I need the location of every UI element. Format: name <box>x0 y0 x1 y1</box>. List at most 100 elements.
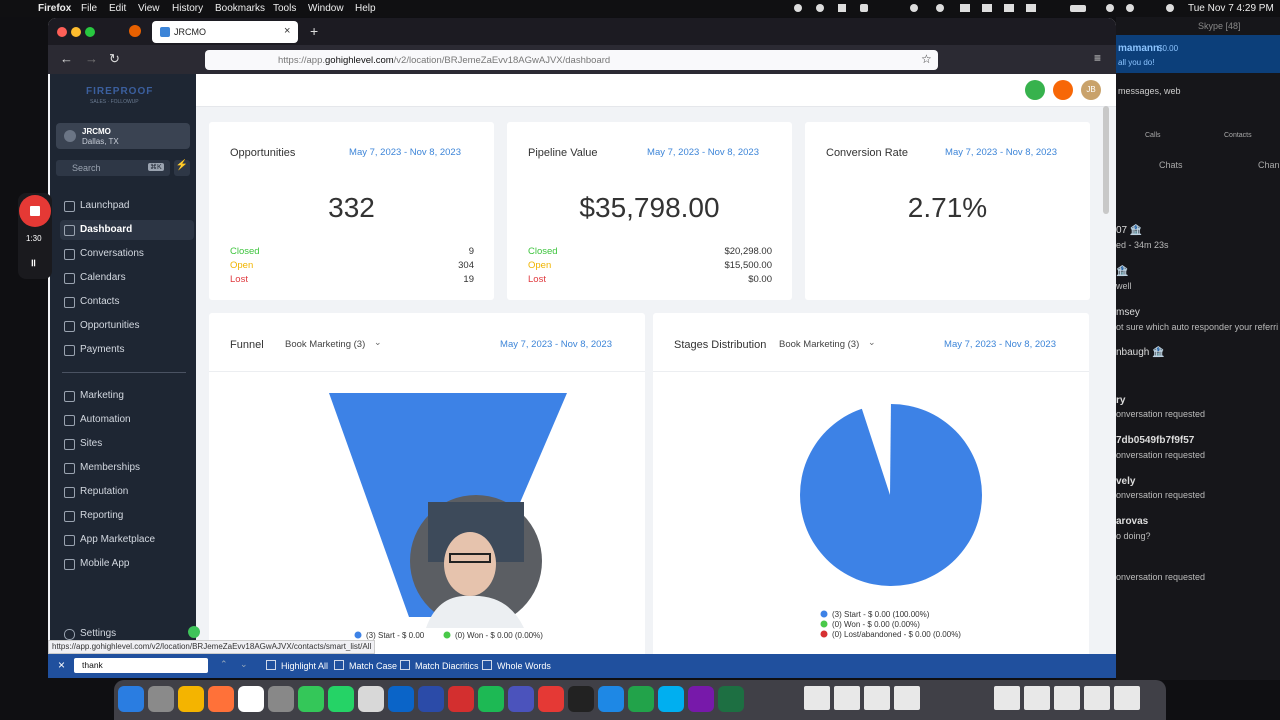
menu-item[interactable]: File <box>81 3 98 14</box>
card-date[interactable]: May 7, 2023 - Nov 8, 2023 <box>349 147 461 158</box>
nav-item[interactable]: Sites <box>60 434 194 454</box>
dock-icon[interactable] <box>238 686 264 712</box>
dock-thumbnail[interactable] <box>804 686 830 710</box>
window-controls[interactable] <box>56 26 96 38</box>
card-date[interactable]: May 7, 2023 - Nov 8, 2023 <box>945 147 1057 158</box>
nav-item[interactable]: App Marketplace <box>60 530 194 550</box>
card-date[interactable]: May 7, 2023 - Nov 8, 2023 <box>647 147 759 158</box>
nav-item[interactable]: Calendars <box>60 268 194 288</box>
account-switcher[interactable]: JRCMO Dallas, TX <box>56 123 190 149</box>
nav-item[interactable]: Settings <box>60 624 194 644</box>
back-button[interactable]: ← <box>60 51 73 66</box>
skype-user[interactable]: mamann <box>1118 43 1160 54</box>
skype-section[interactable]: Chats <box>1159 160 1183 170</box>
nav-item[interactable]: Mobile App <box>60 554 194 574</box>
dock-icon[interactable] <box>628 686 654 712</box>
skype-chat-name[interactable]: nbaugh 🏦 <box>1116 347 1165 358</box>
notifications-button[interactable] <box>1053 80 1073 100</box>
firefox-view-icon[interactable] <box>129 25 141 37</box>
stop-button[interactable] <box>19 195 51 227</box>
nav-item[interactable]: Memberships <box>60 458 194 478</box>
dock-icon[interactable] <box>298 686 324 712</box>
search-box[interactable]: Search ⌘K <box>56 160 170 176</box>
skype-chat-name[interactable]: ry <box>1116 395 1126 406</box>
nav-item[interactable]: Reporting <box>60 506 194 526</box>
collapse-button[interactable] <box>188 626 200 638</box>
nav-item[interactable]: Launchpad <box>60 196 194 216</box>
skype-chat-name[interactable]: msey <box>1116 307 1140 318</box>
dock-icon[interactable] <box>538 686 564 712</box>
dock-icon[interactable] <box>118 686 144 712</box>
dropdown-arrow[interactable]: ⌄ <box>868 337 876 347</box>
find-option[interactable]: Whole Words <box>482 660 551 671</box>
dock-thumbnail[interactable] <box>834 686 860 710</box>
skype-chat-name[interactable]: 🏦 <box>1116 266 1129 277</box>
new-tab[interactable]: + <box>310 23 319 39</box>
bookmark-star[interactable]: ☆ <box>921 52 932 66</box>
nav-item[interactable]: Opportunities <box>60 316 194 336</box>
menu-item[interactable]: View <box>138 3 160 14</box>
tab[interactable]: JRCMO × <box>152 21 298 43</box>
skype-chat-name[interactable]: vely <box>1116 476 1136 487</box>
find-input[interactable]: thank <box>74 658 208 673</box>
find-option[interactable]: Match Case <box>334 660 397 671</box>
dock-icon[interactable] <box>388 686 414 712</box>
skype-section[interactable]: Chan <box>1258 160 1280 170</box>
dock-icon[interactable] <box>478 686 504 712</box>
dock-thumbnail[interactable] <box>1054 686 1080 710</box>
dock-icon[interactable] <box>508 686 534 712</box>
nav-item[interactable]: Reputation <box>60 482 194 502</box>
dock-icon[interactable] <box>328 686 354 712</box>
menu-item[interactable]: Help <box>355 3 376 14</box>
skype-tab[interactable]: Calls <box>1145 132 1161 139</box>
dropdown-arrow[interactable]: ⌄ <box>374 337 382 347</box>
menu-app[interactable]: Firefox <box>38 3 72 14</box>
dock-icon[interactable] <box>418 686 444 712</box>
dock-thumbnail[interactable] <box>1084 686 1110 710</box>
nav-item[interactable]: Dashboard <box>60 220 194 240</box>
skype-tab[interactable]: Contacts <box>1224 132 1252 139</box>
phone-button[interactable] <box>1025 80 1045 100</box>
menu-item[interactable]: Window <box>308 3 344 14</box>
menu-item[interactable]: Bookmarks <box>215 3 266 14</box>
dock-icon[interactable] <box>658 686 684 712</box>
find-prev[interactable]: ⌃ <box>220 659 228 669</box>
nav-item[interactable]: Conversations <box>60 244 194 264</box>
skype-chat-name[interactable]: 07 🏦 <box>1116 225 1143 236</box>
dock-icon[interactable] <box>448 686 474 712</box>
pipeline-select[interactable]: Book Marketing (3) <box>779 339 860 350</box>
card-date[interactable]: May 7, 2023 - Nov 8, 2023 <box>500 339 612 350</box>
dock-icon[interactable] <box>598 686 624 712</box>
nav-item[interactable]: Contacts <box>60 292 194 312</box>
menu-item[interactable]: History <box>172 3 204 14</box>
pipeline-select[interactable]: Book Marketing (3) <box>285 339 366 350</box>
url-bar[interactable]: https://app.gohighlevel.com/v2/location/… <box>205 50 938 70</box>
tab-close[interactable]: × <box>284 25 291 37</box>
quick-action[interactable]: ⚡ <box>174 160 190 176</box>
dock-icon[interactable] <box>358 686 384 712</box>
dock-icon[interactable] <box>688 686 714 712</box>
dock-thumbnail[interactable] <box>864 686 890 710</box>
dock-thumbnail[interactable] <box>1024 686 1050 710</box>
menu-item[interactable]: Tools <box>273 3 297 14</box>
dock-icon[interactable] <box>148 686 174 712</box>
find-next[interactable]: ⌄ <box>240 659 248 669</box>
dock-thumbnail[interactable] <box>994 686 1020 710</box>
find-option[interactable]: Match Diacritics <box>400 660 479 671</box>
skype-chat-name[interactable]: 7db0549fb7f9f57 <box>1116 435 1195 446</box>
dock-icon[interactable] <box>178 686 204 712</box>
dock-thumbnail[interactable] <box>894 686 920 710</box>
forward-button[interactable]: → <box>85 51 98 66</box>
dock-icon[interactable] <box>208 686 234 712</box>
dock-icon[interactable] <box>568 686 594 712</box>
nav-item[interactable]: Automation <box>60 410 194 430</box>
nav-item[interactable]: Payments <box>60 340 194 360</box>
menu-button[interactable]: ≡ <box>1094 51 1102 65</box>
pause-button[interactable]: ॥ <box>30 258 36 269</box>
card-date[interactable]: May 7, 2023 - Nov 8, 2023 <box>944 339 1056 350</box>
find-option[interactable]: Highlight All <box>266 660 328 671</box>
nav-item[interactable]: Marketing <box>60 386 194 406</box>
find-close[interactable]: × <box>58 658 66 672</box>
dock-icon[interactable] <box>718 686 744 712</box>
skype-chat-name[interactable]: arovas <box>1116 516 1149 527</box>
